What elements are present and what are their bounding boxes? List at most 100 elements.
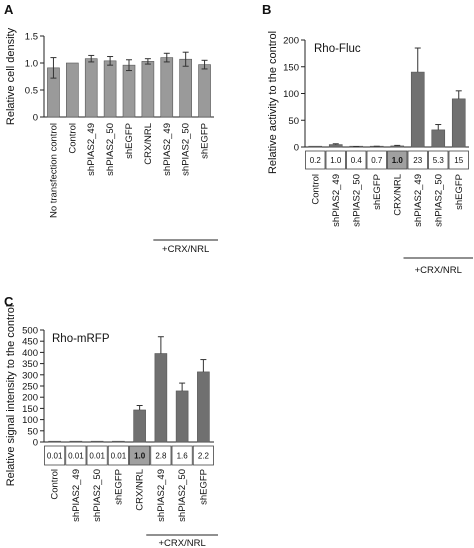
y-tick-label: 0.5 (25, 86, 38, 97)
bar (197, 371, 210, 443)
bar (48, 440, 61, 443)
y-tick-label: 50 (27, 426, 38, 437)
bar (179, 58, 192, 118)
y-tick-label: 400 (22, 348, 38, 359)
bar (328, 144, 343, 148)
bar (112, 440, 125, 443)
value-box-label: 0.4 (351, 156, 363, 165)
category-label: shPIAS2_49 (413, 174, 424, 227)
value-box-label: 0.01 (68, 452, 84, 461)
value-box (387, 150, 408, 170)
category-label: shPIAS2_50 (433, 174, 444, 227)
value-box (44, 445, 66, 466)
value-box (407, 150, 428, 170)
bar (103, 60, 117, 118)
panel-b: B Rho-Fluc 0 50 100 150 200 Relative activity t… (262, 2, 473, 276)
value-box-label: 1.6 (177, 452, 189, 461)
category-label: shPIAS2_50 (351, 174, 362, 227)
category-label: shEGFP (113, 469, 124, 505)
y-tick-label: 500 (22, 326, 38, 337)
category-label: shPIAS2_49 (156, 469, 167, 522)
category-label: shEGFP (454, 174, 465, 210)
value-box (448, 150, 469, 170)
value-box-label: 1.0 (392, 156, 404, 165)
value-box (325, 150, 346, 170)
value-box (65, 445, 87, 466)
bar (451, 98, 466, 148)
y-axis-label: Relative cell density (5, 27, 17, 125)
category-label: shPIAS2_49 (331, 174, 342, 227)
panel-a: A 0 0.5 1.0 1.5 Relative cell density No trans… (4, 2, 218, 255)
category-label: shPIAS2_49 (71, 469, 82, 522)
bar (133, 409, 146, 443)
category-label: Control (50, 469, 61, 500)
bar (160, 57, 174, 118)
group-label: +CRX/NRL (415, 265, 462, 276)
value-box-label: 5.3 (433, 156, 445, 165)
category-label: shEGFP (372, 174, 383, 210)
value-box (428, 150, 449, 170)
category-label: shPIAS2_49 (86, 123, 97, 176)
bar (390, 145, 405, 148)
category-label: CRX/NRL (392, 174, 403, 216)
chart-title: Rho-Fluc (314, 43, 361, 55)
value-box-label: 0.2 (310, 156, 322, 165)
y-tick-label: 1.5 (25, 32, 38, 43)
value-box-label: 1.0 (134, 452, 146, 461)
y-axis-label: Relative activity to the control (267, 31, 279, 174)
value-box-label: 0.01 (89, 452, 105, 461)
value-box-label: 23 (413, 156, 422, 165)
y-tick-label: 1.0 (25, 59, 38, 70)
category-label: shEGFP (198, 469, 209, 505)
y-tick-label: 50 (288, 116, 299, 127)
category-label: shPIAS2_50 (181, 123, 192, 176)
category-label: CRX/NRL (135, 469, 146, 511)
category-label: No transfection control (48, 123, 59, 218)
bar (410, 71, 425, 148)
y-tick-label: 100 (283, 89, 299, 100)
value-box (107, 445, 129, 466)
bar (198, 64, 211, 118)
group-label: +CRX/NRL (159, 538, 206, 548)
panel-letter: C (4, 294, 14, 309)
bar (141, 61, 155, 118)
bar (90, 440, 104, 443)
value-box (129, 445, 151, 466)
panel-letter: A (4, 2, 14, 17)
value-box (346, 150, 367, 170)
value-box-label: 2.2 (198, 452, 210, 461)
category-label: shEGFP (200, 123, 211, 159)
value-box (171, 445, 193, 466)
category-label: Control (310, 174, 321, 205)
group-label: +CRX/NRL (162, 244, 209, 255)
category-label: shPIAS2_49 (162, 123, 173, 176)
bar (308, 145, 323, 148)
y-tick-label: 200 (283, 36, 299, 47)
value-box-label: 2.8 (155, 452, 167, 461)
y-tick-label: 150 (283, 62, 299, 73)
value-box (150, 445, 172, 466)
y-tick-label: 100 (22, 415, 38, 426)
y-tick-label: 300 (22, 370, 38, 381)
category-label: shPIAS2_50 (92, 469, 103, 522)
bar (66, 62, 79, 118)
category-label: shPIAS2_50 (177, 469, 188, 522)
bar (122, 64, 136, 118)
value-box (86, 445, 108, 466)
bar (69, 440, 83, 443)
value-box (305, 150, 326, 170)
bar (84, 58, 98, 118)
panel-letter: B (262, 2, 271, 17)
y-tick-label: 0 (33, 113, 38, 124)
bar (154, 353, 168, 443)
value-box-label: 0.01 (111, 452, 127, 461)
category-label: CRX/NRL (143, 123, 154, 165)
value-box-label: 1.0 (330, 156, 342, 165)
category-label: shEGFP (124, 123, 135, 159)
y-tick-label: 200 (22, 393, 38, 404)
bar (175, 390, 189, 443)
y-tick-label: 350 (22, 359, 38, 370)
value-box-label: 0.01 (47, 452, 63, 461)
category-label: shPIAS2_50 (105, 123, 116, 176)
